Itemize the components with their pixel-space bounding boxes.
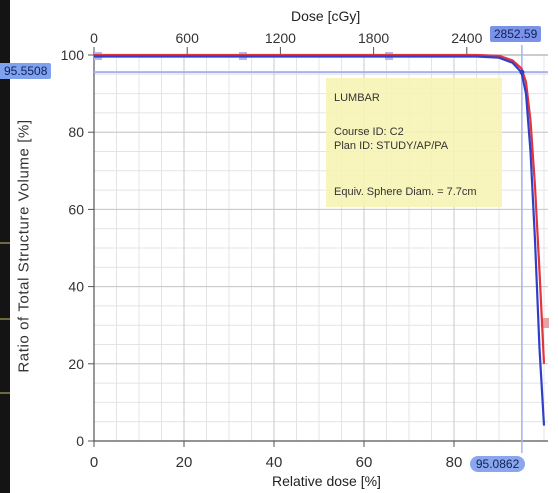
- y-tick-label: 60: [68, 201, 84, 217]
- plan-id: Plan ID: STUDY/AP/PA: [334, 140, 449, 152]
- x2-tick-label: 600: [176, 30, 200, 46]
- x-tick-label: 80: [446, 454, 463, 471]
- curve-handle: [543, 318, 549, 328]
- x2-axis-label: Dose [cGy]: [291, 8, 361, 24]
- left-edge-strip: [0, 0, 10, 493]
- x-tick-label: 0: [90, 454, 98, 471]
- y-tick-label: 80: [68, 124, 84, 140]
- x2-tick-label: 1200: [265, 30, 296, 46]
- y-axis-label: Ratio of Total Structure Volume [%]: [15, 119, 33, 373]
- dvh-curve: [94, 53, 546, 364]
- strip-mark: [0, 318, 10, 320]
- dvh-curve: [94, 55, 546, 426]
- sphere-diameter: Equiv. Sphere Diam. = 7.7cm: [334, 186, 477, 198]
- course-id: Course ID: C2: [334, 126, 404, 138]
- x-axis-label: Relative dose [%]: [272, 473, 381, 489]
- volume-cursor-readout[interactable]: 95.5508: [0, 63, 52, 80]
- strip-mark: [0, 392, 10, 394]
- structure-info-box: LUMBAR Course ID: C2 Plan ID: STUDY/AP/P…: [326, 78, 502, 207]
- x-tick-label: 20: [176, 454, 193, 471]
- x2-tick-label: 1800: [358, 30, 389, 46]
- x2-tick-label: 0: [90, 30, 98, 46]
- y-tick-label: 100: [61, 47, 85, 63]
- x-tick-label: 40: [266, 454, 283, 471]
- y-tick-label: 0: [76, 433, 84, 449]
- cursor-intersection-point: [519, 69, 525, 75]
- x2-tick-label: 2400: [451, 30, 482, 46]
- x-tick-label: 60: [356, 454, 373, 471]
- strip-mark: [0, 242, 10, 244]
- y-tick-label: 40: [68, 279, 84, 295]
- relative-dose-cursor-readout[interactable]: 95.0862: [469, 456, 526, 472]
- structure-name: LUMBAR: [334, 92, 380, 104]
- dose-cursor-readout[interactable]: 2852.59: [489, 26, 542, 42]
- y-tick-label: 20: [68, 356, 84, 372]
